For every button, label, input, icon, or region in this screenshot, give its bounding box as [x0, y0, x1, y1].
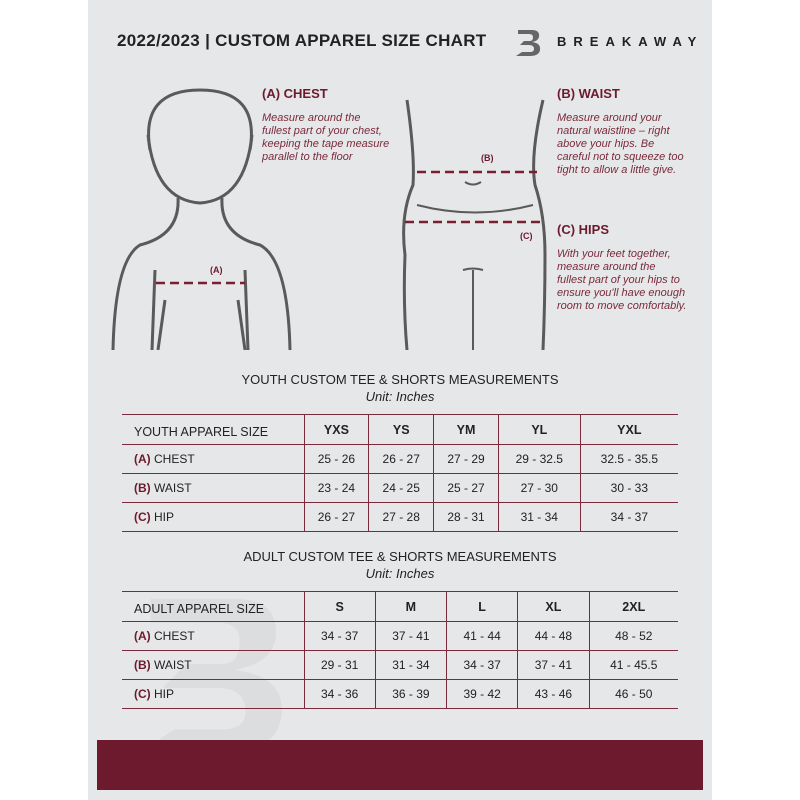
size-header: YL [497, 414, 581, 445]
footer-band [97, 740, 703, 790]
cell: 34 - 36 [303, 679, 376, 709]
row-key: (C) [134, 687, 151, 701]
row-label: CHEST [154, 629, 195, 643]
cell: 27 - 29 [433, 444, 499, 474]
cell: 31 - 34 [374, 650, 447, 680]
chest-marker-label: (A) [210, 265, 223, 275]
cell: 30 - 33 [579, 473, 678, 503]
youth-table-title: YOUTH CUSTOM TEE & SHORTS MEASUREMENTS [241, 372, 559, 387]
cell: 46 - 50 [588, 679, 678, 709]
cell: 28 - 31 [433, 502, 499, 532]
cell: 41 - 44 [445, 621, 518, 651]
cell: 25 - 26 [303, 444, 369, 474]
table-row: (A) CHEST 34 - 37 37 - 41 41 - 44 44 - 48 48… [122, 621, 678, 651]
hips-heading: (C) HIPS [557, 222, 609, 237]
row-key: (B) [134, 658, 151, 672]
row-key: (A) [134, 629, 151, 643]
row-label: HIP [154, 687, 175, 701]
cell: 26 - 27 [368, 444, 434, 474]
hips-marker-label: (C) [520, 231, 533, 241]
cell: 43 - 46 [517, 679, 589, 709]
column-header: ADULT APPAREL SIZE [122, 591, 304, 622]
cell: 29 - 32.5 [497, 444, 581, 474]
size-header: 2XL [588, 591, 678, 622]
size-header: L [445, 591, 518, 622]
row-label: HIP [154, 510, 175, 524]
cell: 25 - 27 [433, 473, 499, 503]
adult-size-table: ADULT APPAREL SIZE S M L XL 2XL (A) CHES… [122, 591, 678, 709]
chest-instructions: Measure around the fullest part of your … [262, 112, 390, 163]
cell: 31 - 34 [497, 502, 581, 532]
cell: 24 - 25 [368, 473, 434, 503]
adult-unit: Unit: Inches [365, 566, 435, 581]
waist-heading: (B) WAIST [557, 86, 620, 101]
cell: 27 - 28 [368, 502, 434, 532]
row-label: CHEST [154, 452, 195, 466]
table-header-row: ADULT APPAREL SIZE S M L XL 2XL [122, 591, 678, 622]
cell: 26 - 27 [303, 502, 369, 532]
table-row: (B) WAIST 23 - 24 24 - 25 25 - 27 27 - 30 30… [122, 473, 678, 503]
row-key: (C) [134, 510, 151, 524]
size-header: YXS [303, 414, 369, 445]
page-title: 2022/2023 | CUSTOM APPAREL SIZE CHART [117, 31, 487, 50]
cell: 41 - 45.5 [588, 650, 678, 680]
torso-illustration [111, 88, 292, 350]
chest-heading: (A) CHEST [262, 86, 328, 101]
table-row: (C) HIP 26 - 27 27 - 28 28 - 31 31 - 34 34 -… [122, 502, 678, 532]
cell: 34 - 37 [579, 502, 678, 532]
table-header-row: YOUTH APPAREL SIZE YXS YS YM YL YXL [122, 414, 678, 445]
cell: 37 - 41 [517, 650, 589, 680]
size-header: S [303, 591, 376, 622]
cell: 34 - 37 [303, 621, 376, 651]
cell: 44 - 48 [517, 621, 589, 651]
cell: 34 - 37 [445, 650, 518, 680]
size-header: YS [368, 414, 434, 445]
table-row: (A) CHEST 25 - 26 26 - 27 27 - 29 29 - 32.5… [122, 444, 678, 474]
hips-instructions: With your feet together, measure around … [557, 248, 687, 312]
youth-unit: Unit: Inches [365, 389, 435, 404]
cell: 27 - 30 [497, 473, 581, 503]
cell: 32.5 - 35.5 [579, 444, 678, 474]
cell: 36 - 39 [374, 679, 447, 709]
adult-table-title: ADULT CUSTOM TEE & SHORTS MEASUREMENTS [243, 549, 557, 564]
column-header: YOUTH APPAREL SIZE [122, 414, 304, 445]
row-label: WAIST [154, 658, 192, 672]
size-header: YXL [579, 414, 678, 445]
row-key: (B) [134, 481, 151, 495]
waist-hips-illustration [402, 99, 547, 350]
table-row: (B) WAIST 29 - 31 31 - 34 34 - 37 37 - 41 41… [122, 650, 678, 680]
cell: 48 - 52 [588, 621, 678, 651]
youth-size-table: YOUTH APPAREL SIZE YXS YS YM YL YXL (A) … [122, 414, 678, 532]
cell: 23 - 24 [303, 473, 369, 503]
cell: 37 - 41 [374, 621, 447, 651]
row-label: WAIST [154, 481, 192, 495]
size-header: M [374, 591, 447, 622]
cell: 29 - 31 [303, 650, 376, 680]
waist-instructions: Measure around your natural waistline – … [557, 112, 684, 176]
breakaway-logo-icon [516, 30, 541, 56]
size-header: XL [517, 591, 589, 622]
brand-name: BREAKAWAY [557, 34, 704, 49]
table-row: (C) HIP 34 - 36 36 - 39 39 - 42 43 - 46 46 -… [122, 679, 678, 709]
row-key: (A) [134, 452, 151, 466]
waist-marker-label: (B) [481, 153, 494, 163]
size-header: YM [433, 414, 499, 445]
cell: 39 - 42 [445, 679, 518, 709]
